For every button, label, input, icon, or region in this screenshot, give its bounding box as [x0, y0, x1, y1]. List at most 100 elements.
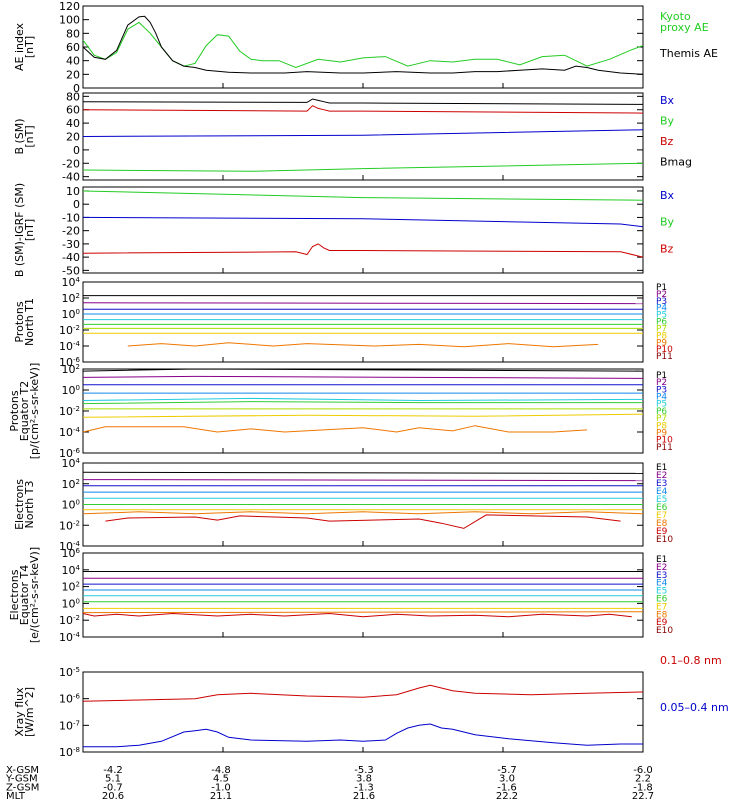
y-tick-label: 20 — [66, 68, 80, 81]
y-tick-label: 10-4 — [59, 340, 81, 353]
y-tick-label: 80 — [66, 90, 80, 103]
panel-frame — [82, 5, 644, 89]
legend-entry: E8 — [656, 519, 668, 529]
legend-entry: E10 — [656, 626, 673, 636]
footer-value: 22.7 — [632, 791, 654, 800]
panel-pn: 104 102 100 10-2 10-4 10-6 ProtonsNorth T1 P1P2… — [13, 276, 673, 369]
legend-entry: E6 — [656, 503, 668, 513]
y-tick-label: 106 — [62, 547, 81, 560]
y-tick-label: 0 — [73, 144, 80, 157]
footer-value: 22.2 — [496, 791, 518, 800]
legend-entry: E2 — [656, 563, 667, 573]
legend-entry: E1 — [656, 463, 667, 473]
legend-entry: P3 — [656, 297, 667, 307]
legend-entry: P8 — [656, 331, 667, 341]
footer-value: 4.5 — [213, 774, 229, 785]
legend-entry: P5 — [656, 311, 667, 321]
series-line-e1 — [82, 471, 644, 474]
series-line-e2 — [82, 479, 644, 482]
series-line-e8 — [82, 511, 644, 515]
series-line-e9 — [105, 514, 621, 529]
y-tick-label: 120 — [59, 0, 80, 13]
y-tick-label: -40 — [62, 171, 80, 184]
panel-en: 104 102 100 10-2 10-4 ElectronsNorth T3 E1E2E3… — [13, 457, 673, 553]
legend-entry: E7 — [656, 602, 667, 612]
series-line-0-05-0-4-nm — [83, 723, 643, 748]
series-line-bx — [82, 216, 644, 228]
y-tick-label: 100 — [62, 597, 80, 610]
legend-entry: E7 — [656, 511, 667, 521]
series-line-p2 — [82, 375, 644, 379]
footer-value: 20.6 — [102, 791, 124, 800]
footer-row-label: MLT — [6, 791, 26, 800]
legend-entry: E4 — [656, 579, 668, 589]
y-axis-label: ElectronsEquator T4[e/(cm²-s-sr-keV)] — [8, 547, 41, 643]
legend-entry: E3 — [656, 571, 667, 581]
panel-ee: 106 104 102 100 10-2 10-4 ElectronsEquator T4[… — [8, 547, 673, 644]
legend-entry: E3 — [656, 479, 667, 489]
legend-entry: P6 — [656, 407, 667, 417]
legend-entry: 0.05–0.4 nm — [660, 701, 729, 714]
footer-row-label: Y-GSM — [5, 774, 38, 785]
series-line-p6 — [82, 401, 643, 405]
y-tick-label: 60 — [66, 104, 80, 117]
y-tick-label: 10-4 — [59, 540, 81, 553]
footer-value: -4.2 — [103, 765, 123, 776]
legend-entry: P6 — [656, 318, 667, 328]
footer-value: 21.6 — [353, 791, 375, 800]
legend-entry: P2 — [656, 290, 667, 300]
y-tick-label: 80 — [66, 27, 80, 40]
y-tick-label: -30 — [62, 238, 80, 251]
y-tick-label: 102 — [62, 363, 80, 376]
y-tick-label: -20 — [62, 157, 80, 170]
panel-pe: 102 100 10-2 10-4 10-6 ProtonsEquator T2[p/(c… — [8, 363, 673, 460]
y-tick-label: 10-5 — [59, 666, 80, 679]
series-line-e8 — [82, 611, 644, 614]
series-line-e9 — [82, 612, 632, 618]
series-line-p1 — [82, 368, 644, 372]
y-tick-label: 0 — [73, 82, 80, 95]
legend-entry: P11 — [656, 352, 673, 362]
footer-value: -1.8 — [633, 782, 653, 793]
footer-value: -4.8 — [211, 765, 231, 776]
legend-entry: P1 — [656, 371, 667, 381]
y-tick-label: 10-6 — [59, 693, 81, 706]
y-tick-label: 0 — [73, 198, 80, 211]
y-tick-label: 104 — [62, 457, 81, 470]
footer-value: -1.6 — [497, 782, 517, 793]
series-line-kyoto-proxy-ae — [82, 21, 644, 69]
legend-entry: P10 — [656, 345, 673, 355]
legend-entry: Bx — [660, 94, 675, 107]
y-tick-label: -10 — [62, 211, 80, 224]
legend-entry: P4 — [656, 393, 667, 403]
legend-entry: P7 — [656, 414, 667, 424]
y-tick-label: 102 — [62, 581, 80, 594]
y-axis-label: ProtonsEquator T2[p/(cm²-s-sr-keV)] — [8, 363, 41, 460]
legend-entry: Themis AE — [659, 47, 718, 60]
panel-frame — [82, 281, 644, 363]
legend-entry: P8 — [656, 421, 667, 431]
legend-entry: P11 — [656, 443, 673, 453]
y-tick-label: 10-2 — [59, 405, 80, 418]
y-tick-label: 102 — [62, 292, 80, 305]
legend-entry: E8 — [656, 610, 668, 620]
legend-entry: Kyoto proxy AE — [660, 10, 709, 34]
legend-entry: E9 — [656, 618, 668, 628]
y-tick-label: -50 — [62, 264, 80, 277]
y-tick-label: 10-6 — [59, 356, 81, 369]
legend-entry: By — [660, 216, 675, 229]
y-tick-label: 10-4 — [59, 631, 81, 644]
footer-value: -0.7 — [103, 782, 123, 793]
y-tick-label: 10-2 — [59, 614, 80, 627]
series-line-by — [82, 162, 644, 172]
y-axis-label: AE index[nT] — [13, 22, 36, 71]
series-line-p9 — [127, 342, 599, 348]
panel-frame — [82, 552, 644, 638]
legend-entry: P1 — [656, 283, 667, 293]
series-line-p8 — [82, 413, 644, 418]
series-line-bz — [82, 105, 644, 114]
series-line-bz — [82, 243, 644, 258]
y-tick-label: 10-2 — [59, 519, 80, 532]
